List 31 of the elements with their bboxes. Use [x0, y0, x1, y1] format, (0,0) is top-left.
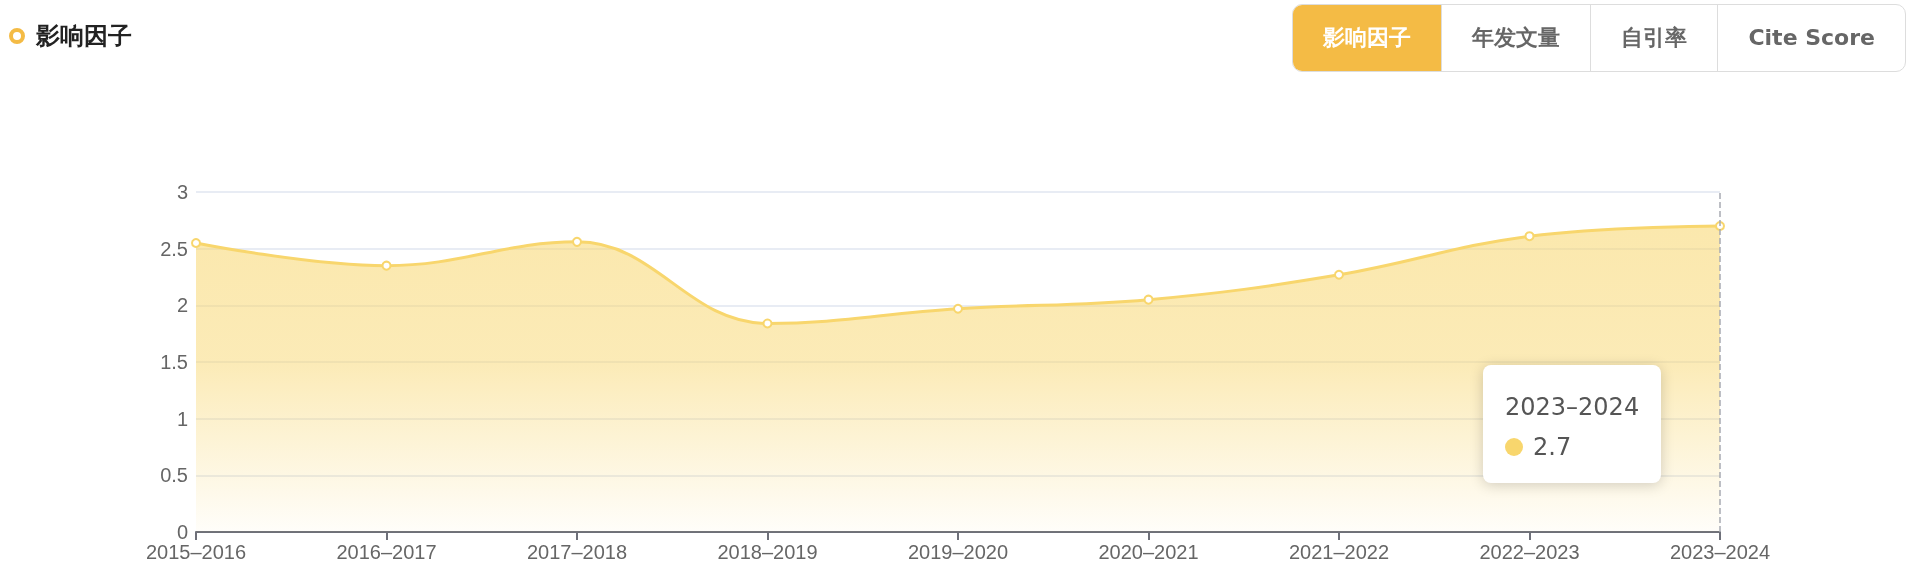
- text: Cite Score: [1717, 5, 1905, 71]
- text: 自引率: [1590, 5, 1718, 71]
- x-tick-label: 2022–2023: [1479, 541, 1580, 563]
- y-tick-label: 3: [176, 181, 188, 203]
- point: [572, 236, 582, 247]
- x-tick-label: 2019–2020: [907, 541, 1009, 563]
- x-tick-label: 2016–2017: [336, 541, 437, 563]
- annotation: 2.7: [1533, 432, 1572, 463]
- annotation: 2023–2024: [1505, 392, 1640, 423]
- point: [953, 303, 963, 314]
- x-tick-label: 2018–2019: [717, 541, 818, 563]
- x-tick-label: 2020–2021: [1098, 541, 1199, 563]
- point: [1143, 294, 1154, 305]
- y-tick-label: 1.5: [160, 351, 188, 373]
- text: 年发文量: [1441, 5, 1591, 71]
- x-tick-label: 2017–2018: [526, 541, 628, 563]
- y-tick-label: 0: [176, 521, 188, 543]
- point: [762, 318, 773, 329]
- y-tick-label: 2: [176, 294, 188, 317]
- point: [191, 238, 201, 248]
- y-tick-label: 2.5: [160, 237, 188, 260]
- point: [381, 260, 392, 271]
- y-tick-label: 0.5: [160, 464, 188, 487]
- chart-title: 影响因子: [36, 21, 132, 52]
- y-tick-label: 1: [176, 407, 188, 430]
- point: [1334, 269, 1344, 280]
- point: [1524, 231, 1535, 242]
- x-tick-label: 2015–2016: [145, 541, 247, 563]
- x-tick-label: 2023–2024: [1669, 541, 1771, 563]
- x-tick-label: 2021–2022: [1288, 541, 1390, 563]
- text: 影响因子: [1293, 5, 1442, 71]
